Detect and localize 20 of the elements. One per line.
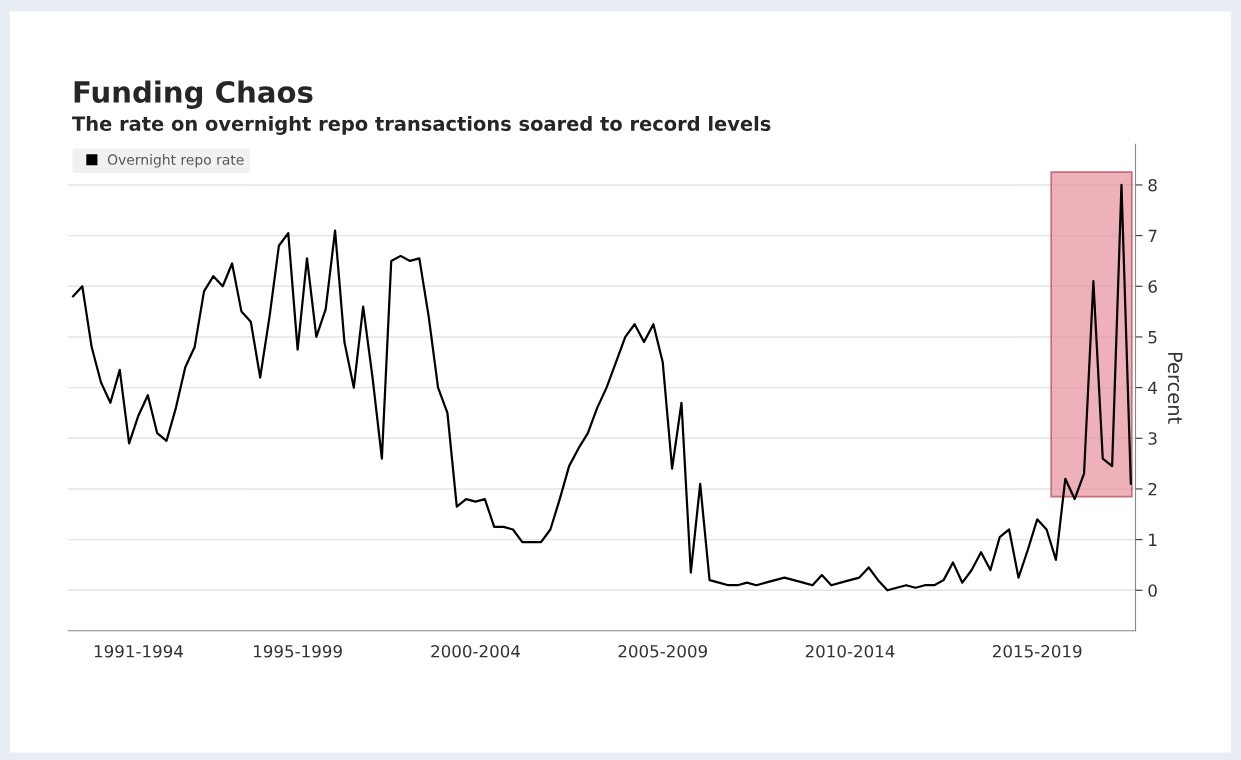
y-tick-label: 3	[1148, 432, 1157, 445]
legend-label: Overnight repo rate	[107, 154, 244, 168]
y-tick-label: 4	[1148, 381, 1157, 394]
y-tick-label: 5	[1148, 331, 1157, 344]
y-tick-label: 0	[1148, 584, 1157, 597]
y-axis-title: Percent	[1167, 352, 1183, 424]
chart-subtitle: The rate on overnight repo transactions soared to record levels	[72, 115, 771, 135]
y-tick-label: 1	[1149, 533, 1157, 546]
y-tick-label: 8	[1148, 178, 1157, 192]
x-tick-label: 1991-1994	[94, 644, 183, 658]
line-series	[71, 183, 1132, 592]
x-tick-label: 1995-1999	[254, 644, 342, 658]
y-tick-label: 2	[1148, 482, 1157, 496]
x-tick-label: 2000-2004	[431, 644, 520, 658]
x-tick-label: 2010-2014	[805, 644, 895, 658]
y-tick-label: 7	[1148, 229, 1157, 242]
chart-title: Funding Chaos	[74, 80, 313, 109]
y-tick-label: 6	[1148, 280, 1157, 293]
x-tick-label: 2015-2019	[993, 644, 1082, 658]
x-tick-label: 2005-2009	[618, 644, 707, 658]
